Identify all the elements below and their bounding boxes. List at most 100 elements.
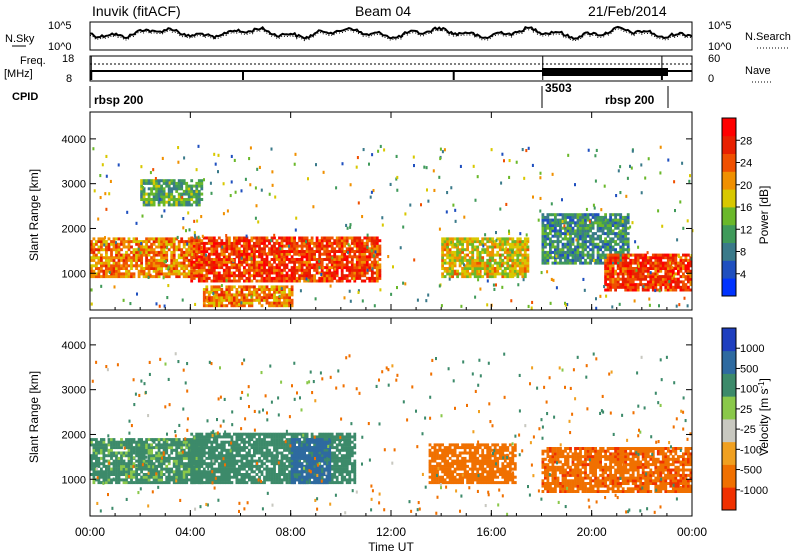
power-cell bbox=[312, 205, 314, 208]
power-cell bbox=[336, 242, 339, 245]
power-cell bbox=[617, 235, 620, 238]
power-cell bbox=[123, 262, 126, 265]
power-cell bbox=[321, 245, 324, 248]
power-cell bbox=[624, 289, 627, 292]
power-cell bbox=[203, 288, 206, 291]
power-cell bbox=[261, 296, 264, 299]
power-cell bbox=[379, 269, 382, 272]
power-cell bbox=[402, 282, 404, 285]
power-cell bbox=[602, 232, 605, 235]
power-cell bbox=[135, 267, 138, 270]
power-cell bbox=[286, 302, 289, 305]
power-cell bbox=[258, 296, 261, 299]
velocity-cell bbox=[190, 476, 193, 479]
power-cell bbox=[281, 293, 284, 296]
power-cell bbox=[256, 291, 259, 294]
power-cell bbox=[225, 293, 228, 296]
power-cell bbox=[200, 193, 203, 196]
power-cell bbox=[223, 304, 226, 307]
velocity-cell bbox=[208, 435, 211, 438]
power-cell bbox=[180, 272, 183, 275]
power-cell bbox=[276, 269, 279, 272]
power-cell bbox=[544, 251, 547, 254]
power-cell bbox=[158, 179, 161, 182]
power-cell bbox=[178, 243, 181, 246]
power-cell bbox=[356, 239, 359, 242]
velocity-cell bbox=[241, 468, 244, 471]
power-cell bbox=[158, 275, 161, 278]
velocity-cell bbox=[105, 468, 108, 471]
velocity-cell bbox=[115, 454, 118, 457]
velocity-cell bbox=[115, 443, 118, 446]
power-cell bbox=[258, 274, 261, 277]
power-cell bbox=[183, 251, 186, 254]
velocity-cell bbox=[103, 457, 106, 460]
power-cell bbox=[281, 296, 284, 299]
velocity-cell bbox=[118, 460, 121, 463]
power-cell bbox=[552, 173, 554, 176]
power-cell bbox=[281, 242, 284, 245]
power-cell bbox=[609, 229, 612, 232]
power-cell bbox=[188, 190, 191, 193]
power-cell bbox=[438, 176, 440, 179]
velocity-cell bbox=[185, 476, 188, 479]
power-cell bbox=[223, 263, 226, 266]
power-cell bbox=[619, 240, 622, 243]
power-cell bbox=[163, 237, 166, 240]
power-cell bbox=[328, 261, 331, 264]
power-cell bbox=[484, 267, 487, 270]
velocity-cell bbox=[195, 446, 198, 449]
power-cell bbox=[617, 254, 620, 257]
velocity-cell bbox=[93, 470, 96, 473]
power-cell bbox=[243, 296, 246, 299]
velocity-cell bbox=[93, 457, 96, 460]
power-cell bbox=[160, 256, 163, 259]
power-cell bbox=[614, 240, 617, 243]
power-cell bbox=[266, 239, 269, 242]
power-cell bbox=[231, 280, 234, 283]
velocity-cell bbox=[178, 457, 181, 460]
power-cell bbox=[554, 262, 557, 265]
power-cell bbox=[185, 203, 188, 206]
power-cell bbox=[469, 267, 472, 270]
power-cell bbox=[469, 251, 472, 254]
velocity-cell bbox=[248, 433, 251, 436]
power-cell bbox=[283, 250, 286, 253]
velocity-cell bbox=[238, 470, 241, 473]
velocity-cell bbox=[218, 468, 221, 471]
power-cell bbox=[575, 238, 577, 241]
velocity-cell bbox=[223, 478, 226, 481]
power-cell bbox=[233, 272, 236, 275]
velocity-cell bbox=[246, 435, 249, 438]
power-cell bbox=[253, 253, 256, 256]
power-cell bbox=[351, 255, 354, 258]
power-cell bbox=[481, 267, 484, 270]
power-cell bbox=[281, 255, 284, 258]
power-cell bbox=[165, 179, 168, 182]
power-cell bbox=[100, 262, 103, 265]
power-cell bbox=[459, 254, 462, 257]
velocity-cell bbox=[208, 452, 211, 455]
velocity-cell bbox=[205, 476, 208, 479]
power-cell bbox=[233, 259, 235, 262]
power-cell bbox=[248, 242, 251, 245]
power-cell bbox=[233, 242, 236, 245]
velocity-cell bbox=[173, 481, 176, 484]
power-cell bbox=[270, 239, 272, 242]
power-cell bbox=[469, 256, 472, 259]
power-cell bbox=[243, 293, 246, 296]
power-cell bbox=[494, 262, 497, 265]
power-cell bbox=[168, 203, 171, 206]
power-cell bbox=[589, 256, 592, 259]
velocity-cell bbox=[178, 465, 181, 468]
power-cell bbox=[376, 266, 379, 269]
velocity-cell bbox=[195, 478, 198, 481]
velocity-cell bbox=[140, 452, 143, 455]
power-cell bbox=[185, 198, 188, 201]
power-cell bbox=[113, 240, 116, 243]
power-cell bbox=[150, 182, 153, 185]
power-cell bbox=[323, 274, 326, 277]
velocity-cell bbox=[135, 441, 138, 444]
velocity-cell bbox=[231, 476, 234, 479]
power-cell bbox=[501, 243, 504, 246]
